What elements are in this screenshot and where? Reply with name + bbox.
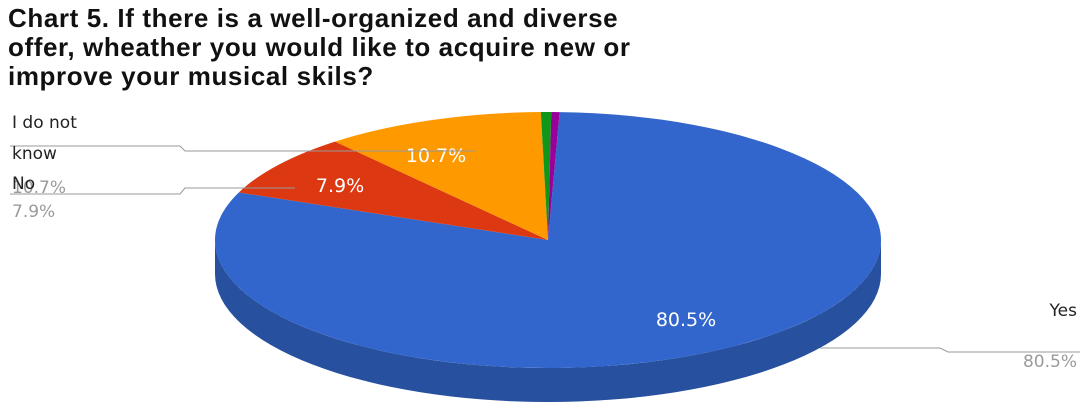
pie-slice-i-do-not-know	[335, 112, 548, 240]
slice-value-label: 7.9%	[316, 175, 364, 197]
callout-leader-line	[820, 347, 1080, 353]
callout-category-label: No	[12, 174, 35, 194]
callout-yes: Yes 80.5%	[820, 301, 1080, 372]
slice-value-label: 10.7%	[406, 145, 466, 167]
chart-title-line-2: offer, wheather you would like to acquir…	[8, 32, 631, 62]
callout-category-label: I do not	[12, 113, 77, 133]
slice-value-label: 80.5%	[656, 309, 716, 331]
chart-title: Chart 5. If there is a well-organized an…	[8, 4, 1068, 91]
pie-slice-4	[548, 112, 560, 240]
pie-top-layer	[215, 111, 882, 369]
chart-title-line-3: improve your musical skils?	[8, 61, 374, 91]
callout-category-label: know	[12, 144, 57, 164]
chart-title-line-1: Chart 5. If there is a well-organized an…	[8, 3, 619, 33]
pie-slice-3	[540, 111, 552, 240]
callout-percent-label: 7.9%	[12, 202, 55, 222]
callout-percent-label: 80.5%	[1023, 352, 1077, 372]
callout-no: No 7.9%	[10, 174, 295, 222]
pie-depth-layer	[215, 240, 881, 402]
pie-slice-no	[238, 141, 549, 240]
callout-category-label: Yes	[1049, 301, 1078, 321]
callout-leader-line	[10, 187, 295, 195]
pie-slice-yes	[215, 112, 882, 369]
callout-leader-line	[10, 145, 475, 152]
callout-percent-label: 10.7%	[12, 178, 66, 198]
callout-i-do-not-know: I do not know 10.7%	[10, 113, 475, 198]
pie-side-0	[215, 240, 881, 402]
